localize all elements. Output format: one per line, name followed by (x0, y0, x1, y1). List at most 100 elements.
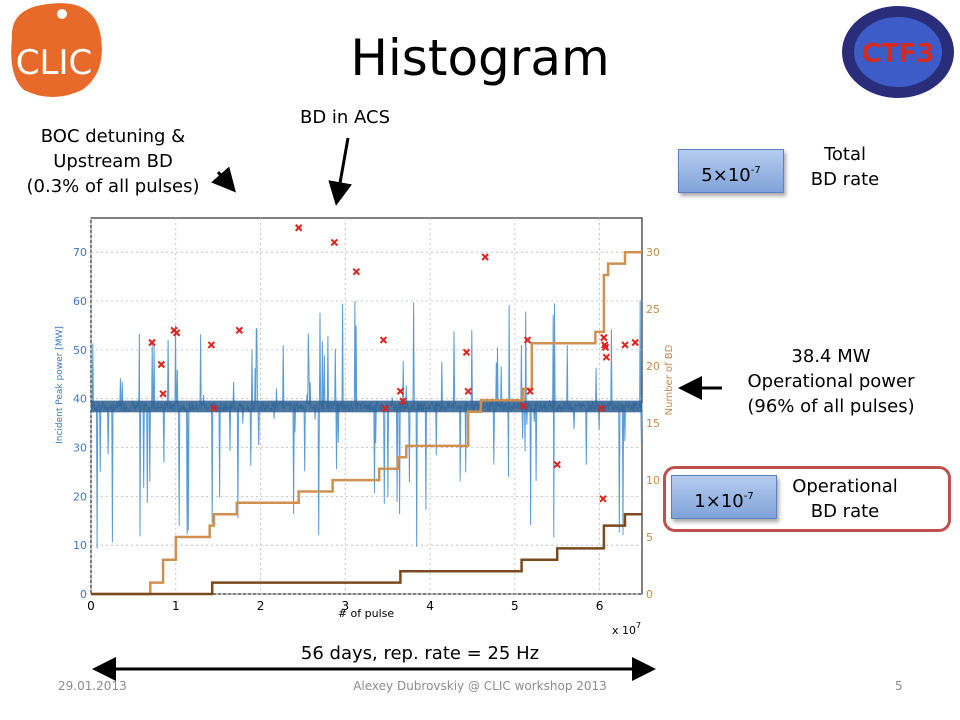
clic-logo-dot (57, 9, 67, 19)
y-tick-label: 30 (73, 442, 87, 455)
bd-marker-stroke (399, 397, 407, 405)
bd-marker (381, 404, 389, 413)
bd-marker (159, 390, 167, 398)
operational-power-note: 38.4 MW Operational power (96% of all pu… (718, 344, 944, 419)
bd-marker (621, 341, 629, 349)
x-multiplier-base: x 10 (612, 624, 636, 637)
bd-marker (210, 404, 218, 413)
x-tick-label: 3 (341, 599, 349, 613)
total-rate-label: Total BD rate (790, 142, 900, 192)
bd-marker (464, 387, 472, 396)
bd-marker (631, 338, 639, 347)
bd-marker (462, 348, 471, 356)
y-tick-label: 0 (80, 588, 87, 601)
bd-marker (352, 268, 361, 276)
ctf3-logo-text: CTF3 (862, 39, 935, 69)
op-power-line1: 38.4 MW (791, 346, 871, 367)
bd-marker-stroke (210, 404, 218, 413)
y-tick-label: 20 (73, 490, 87, 503)
bd-marker (519, 402, 528, 410)
x-tick-label: 0 (87, 599, 95, 613)
boc-arrow (211, 166, 236, 193)
ctf3-logo: CTF3 (838, 2, 960, 102)
bd-marker-stroke (396, 387, 405, 396)
bd-marker (330, 238, 338, 247)
total-rate-label-line1: Total (823, 144, 867, 165)
bd-marker-stroke (464, 387, 472, 396)
clic-logo-shape (11, 3, 102, 98)
power-series (90, 299, 643, 549)
bd-acs-arrow (328, 137, 352, 206)
footer-page-number: 5 (895, 679, 903, 693)
y2-tick-label: 10 (646, 474, 660, 487)
bd-marker-stroke (330, 238, 338, 247)
total-rate-exponent: -7 (750, 165, 761, 176)
y2-axis-label: Number of BD (664, 344, 675, 415)
bd-marker-stroke (631, 338, 639, 347)
bd-marker-stroke (172, 329, 181, 337)
bd-marker (172, 329, 181, 337)
bd-marker-stroke (553, 460, 561, 469)
x-tick-label: 1 (172, 599, 180, 613)
y-tick-label: 40 (73, 393, 87, 406)
bd-marker-stroke (379, 336, 388, 344)
operational-rate-value: 1×10 (694, 491, 744, 512)
y-tick-label: 70 (73, 246, 87, 259)
bd-marker-stroke (235, 326, 244, 335)
y-axis-label: Incident Peak power [MW] (55, 326, 65, 444)
grid (90, 218, 642, 595)
bd-marker (379, 336, 388, 344)
clic-logo-text: CLIC (16, 43, 92, 83)
bd-marker (553, 460, 561, 469)
bd-marker (602, 353, 611, 361)
x-axis-label: # of pulse (338, 607, 395, 620)
bd-marker-stroke (597, 404, 606, 413)
bd-marker-stroke (601, 343, 610, 352)
footer-date: 29.01.2013 (58, 679, 127, 693)
bd-marker-stroke (600, 333, 608, 342)
operational-rate-box: 1×10-7 (671, 475, 777, 519)
bd-marker (526, 387, 534, 396)
bd-marker-stroke (462, 348, 471, 356)
bd-marker (601, 343, 610, 352)
bd-marker-stroke (294, 224, 303, 232)
bd-marker-stroke (526, 387, 534, 396)
x-tick-label: 2 (257, 599, 265, 613)
bd-marker (597, 404, 606, 413)
boc-line3: (0.3% of all pulses) (26, 176, 200, 197)
x-multiplier-exp: 7 (636, 621, 641, 630)
y-tick-label: 10 (73, 539, 87, 552)
total-rate-label-line2: BD rate (810, 169, 880, 190)
total-rate-value: 5×10 (701, 165, 751, 186)
bd-marker-stroke (207, 341, 216, 349)
op-rate-label-line2: BD rate (810, 501, 880, 522)
boc-line1: BOC detuning & (40, 126, 186, 147)
bd-marker-stroke (599, 495, 607, 503)
total-rate-box: 5×10-7 (678, 149, 784, 193)
bd-marker-stroke (148, 338, 156, 347)
y2-tick-label: 20 (646, 360, 660, 373)
bd-marker-stroke (602, 353, 611, 361)
x-tick-label: 6 (596, 599, 604, 613)
bd-marker-stroke (519, 402, 528, 410)
op-power-line3: (96% of all pulses) (747, 396, 915, 417)
bd-marker-stroke (159, 390, 167, 398)
bd-marker (481, 253, 489, 261)
y-tick-label: 60 (73, 295, 87, 308)
bd-markers (148, 224, 639, 503)
x-tick-label: 5 (511, 599, 519, 613)
y2-tick-label: 25 (646, 303, 660, 316)
bd-marker-stroke (352, 268, 361, 276)
bd-marker (523, 336, 532, 344)
x-tick-label: 4 (426, 599, 434, 613)
y2-tick-label: 15 (646, 417, 660, 430)
boc-detuning-note: BOC detuning & Upstream BD (0.3% of all … (15, 124, 211, 199)
footer-author: Alexey Dubrovskiy @ CLIC workshop 2013 (353, 679, 607, 693)
bd-marker (294, 224, 303, 232)
bd-acs-note: BD in ACS (299, 107, 391, 128)
bd-marker (399, 397, 407, 405)
operational-rate-frame (663, 466, 951, 532)
bd-marker-stroke (157, 360, 166, 369)
